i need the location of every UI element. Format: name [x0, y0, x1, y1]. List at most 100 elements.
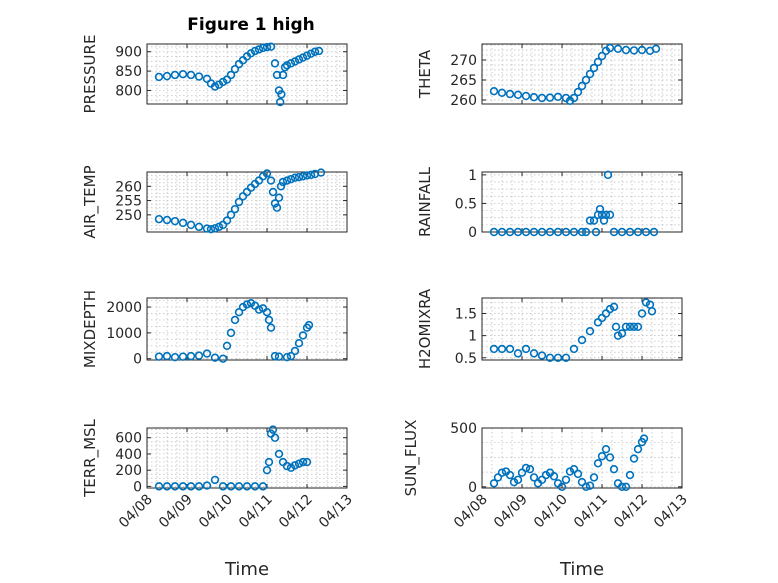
y-tick-label: 0: [468, 480, 477, 496]
y-tick-label: 400: [115, 447, 142, 463]
data-point: [517, 468, 527, 477]
data-point: [194, 222, 204, 232]
data-point: [162, 215, 172, 225]
data-point: [545, 93, 555, 102]
data-point: [302, 51, 312, 60]
data-point: [629, 46, 639, 55]
y-tick-label: 0.5: [455, 196, 477, 212]
data-point: [589, 63, 599, 73]
data-point: [521, 463, 531, 473]
data-point: [270, 351, 280, 361]
data-point: [569, 344, 579, 354]
data-point: [194, 351, 204, 360]
data-point: [641, 227, 651, 237]
y-axis-label: THETA: [416, 49, 434, 99]
data-point: [609, 464, 619, 474]
data-point: [274, 352, 284, 361]
data-point: [529, 227, 539, 237]
data-point: [162, 71, 172, 81]
data-point: [294, 55, 304, 64]
data-point: [294, 459, 304, 468]
data-point: [505, 89, 515, 99]
data-point: [178, 69, 188, 79]
data-point: [585, 327, 595, 336]
y-axis-label: H2OMIXRA: [416, 288, 434, 369]
data-point: [601, 210, 611, 220]
data-point: [186, 351, 196, 361]
data-point: [589, 216, 599, 225]
y-tick-label: 850: [115, 64, 142, 80]
data-point: [242, 482, 252, 491]
data-point: [569, 227, 579, 237]
data-point: [591, 227, 601, 237]
data-point: [304, 320, 314, 330]
data-point: [621, 45, 631, 55]
data-point: [625, 322, 635, 331]
data-point: [611, 322, 621, 331]
data-point: [637, 45, 647, 55]
data-point: [210, 82, 220, 91]
data-point: [234, 482, 244, 491]
data-point: [609, 227, 619, 237]
data-point: [262, 308, 272, 317]
y-tick-label: 0: [133, 352, 142, 368]
data-point: [266, 323, 276, 332]
subplot-h2omixra: 0.5 1 1.5 H2OMIXRA: [416, 288, 683, 369]
data-point: [581, 75, 591, 85]
data-point: [605, 210, 615, 220]
data-point: [218, 482, 228, 491]
subplot-rainfall: 0 0.5 1 RAINFALL: [416, 166, 683, 241]
data-point: [573, 469, 583, 479]
data-point: [278, 70, 288, 80]
data-point: [633, 322, 643, 331]
data-point: [282, 352, 292, 362]
y-tick-label: 500: [450, 421, 477, 437]
data-point: [569, 93, 579, 103]
data-point: [186, 70, 196, 80]
data-point: [557, 482, 567, 492]
data-point: [210, 224, 220, 233]
data-point: [497, 344, 507, 354]
data-point: [601, 444, 611, 454]
data-point: [178, 352, 188, 361]
y-tick-label: 0: [133, 479, 142, 495]
data-point: [497, 227, 507, 237]
data-point: [593, 459, 603, 468]
data-point: [282, 461, 292, 471]
data-point: [268, 187, 278, 197]
data-point: [489, 227, 499, 237]
data-point: [202, 224, 212, 233]
data-point: [298, 172, 308, 181]
data-point: [202, 481, 212, 490]
data-point: [525, 464, 535, 474]
data-point: [561, 227, 571, 237]
axes-box: [146, 171, 348, 233]
data-point: [505, 227, 515, 237]
data-point: [621, 322, 631, 331]
y-tick-label: 200: [115, 463, 142, 479]
data-point: [581, 482, 591, 492]
y-tick-label: 800: [115, 83, 142, 99]
y-tick-label: 0.5: [455, 351, 477, 367]
y-tick-label: 600: [115, 431, 142, 447]
y-tick-label: 1: [468, 168, 477, 184]
data-point: [210, 475, 220, 485]
data-point: [186, 482, 196, 491]
data-point: [633, 227, 643, 237]
data-point: [290, 346, 300, 356]
data-point: [178, 218, 188, 228]
data-point: [573, 87, 583, 97]
data-point: [276, 97, 285, 107]
data-point: [537, 227, 547, 237]
y-tick-label: 255: [115, 194, 142, 210]
data-point: [186, 220, 196, 230]
data-point: [268, 425, 278, 434]
data-point: [298, 331, 308, 340]
data-point: [617, 227, 627, 237]
data-point: [286, 351, 296, 361]
subplot-pressure: 800 850 900 PRESSURE: [81, 35, 348, 113]
data-point: [549, 472, 559, 481]
y-tick-label: 1.5: [455, 307, 477, 323]
data-point: [316, 168, 326, 177]
